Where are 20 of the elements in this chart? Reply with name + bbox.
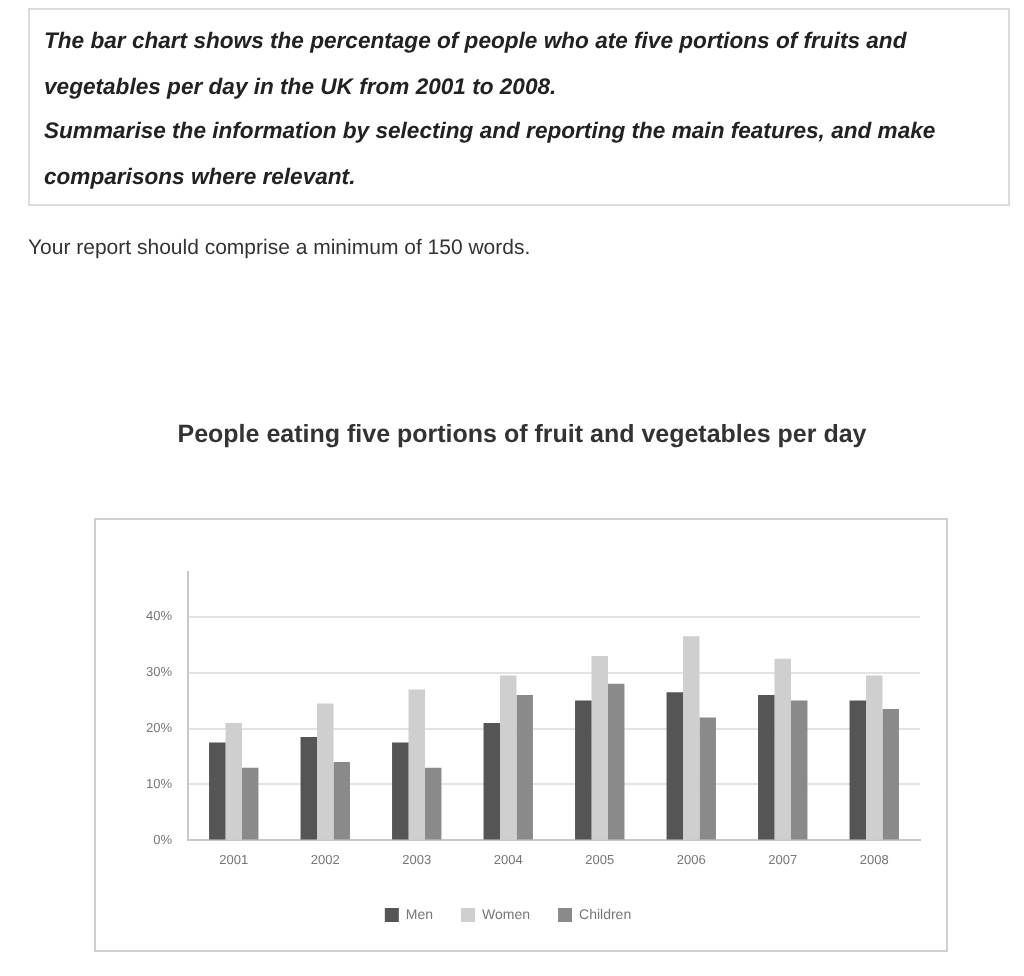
- bar: [241, 767, 259, 840]
- bar: [882, 709, 899, 840]
- bar: [483, 722, 501, 840]
- bar: [333, 762, 350, 840]
- text: Your report should comprise a minimum of 150 words.: [28, 236, 531, 260]
- bar: [392, 742, 409, 840]
- bar: [575, 700, 592, 840]
- bar: [607, 683, 625, 840]
- bar: [209, 742, 226, 840]
- bar: [300, 736, 318, 840]
- bar: [516, 695, 533, 840]
- bar: [849, 700, 867, 840]
- text: Summarise the information by selecting and reporting the main features, and make comparisons where relevant.: [44, 118, 938, 193]
- bar: [758, 695, 775, 840]
- bar: [666, 692, 684, 840]
- text: The bar chart shows the percentage of people who ate five portions of fruits and vegetables per day in the UK from 2001 to 2008.: [44, 28, 909, 103]
- bar: [790, 700, 808, 840]
- bar: [424, 767, 442, 840]
- bar: [699, 717, 716, 840]
- chart-title: People eating five portions of fruit and vegetables per day: [175, 420, 869, 448]
